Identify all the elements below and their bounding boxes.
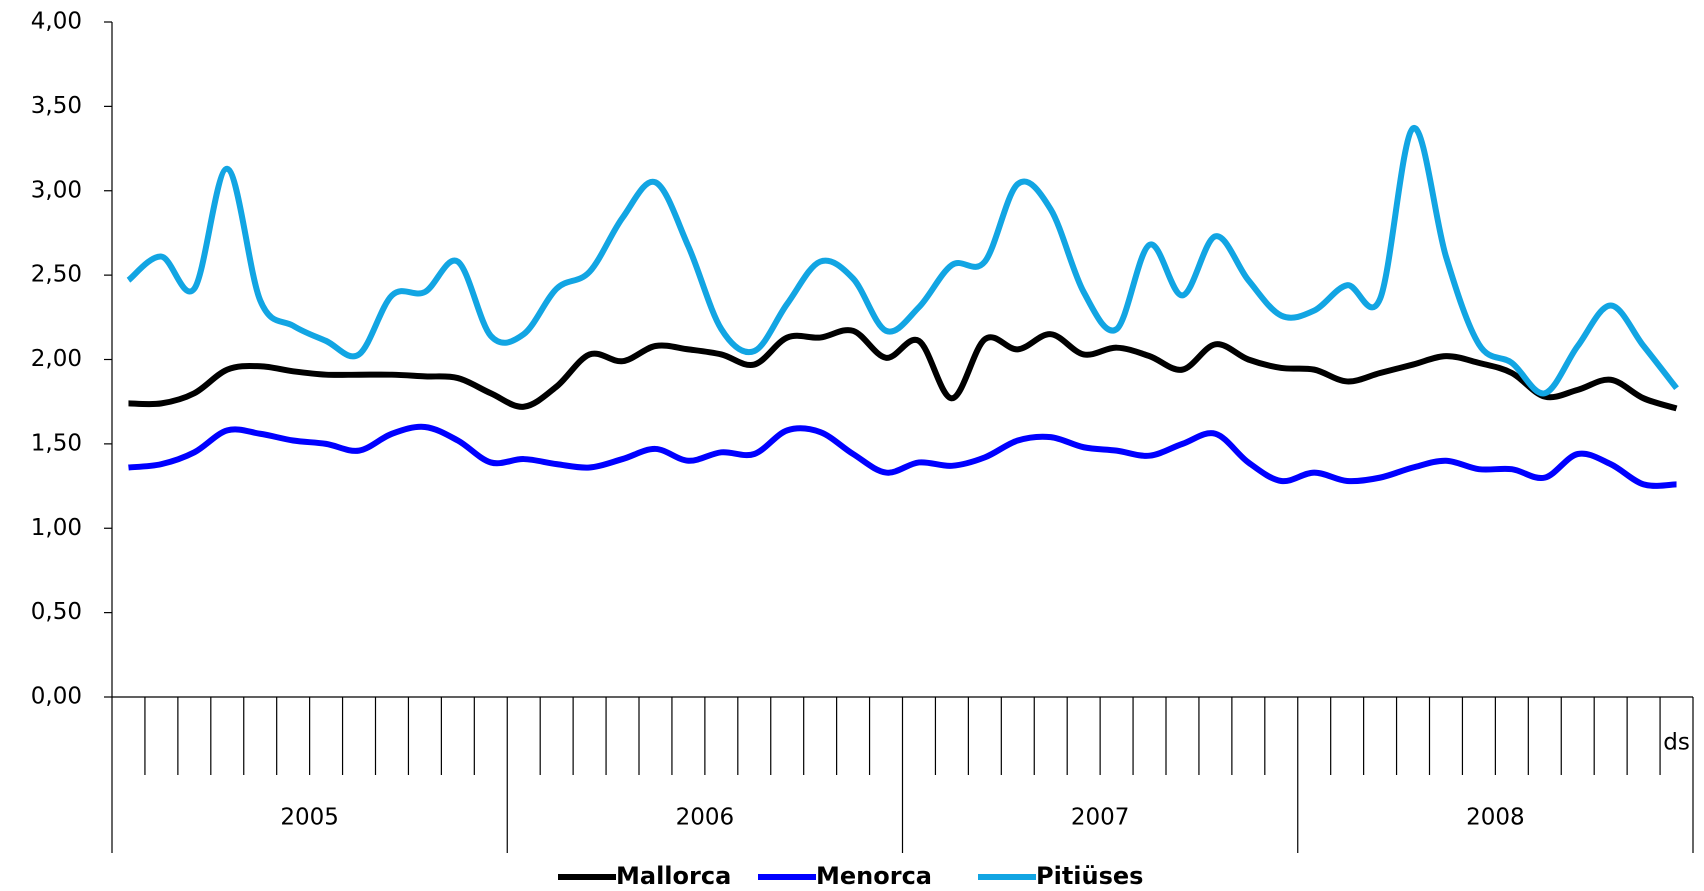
x-group-label: 2007 xyxy=(1071,805,1130,831)
legend-label: Pitiüses xyxy=(1036,862,1143,890)
x-group-label: 2008 xyxy=(1466,805,1525,831)
x-tick-label: ds xyxy=(1663,730,1690,756)
y-tick-label: 0,00 xyxy=(31,684,82,710)
series-line xyxy=(128,327,1678,412)
x-group-label: 2006 xyxy=(676,805,735,831)
y-tick-label: 3,50 xyxy=(31,93,82,119)
y-tick-label: 2,50 xyxy=(31,262,82,288)
series-line xyxy=(128,423,1677,489)
legend-label: Mallorca xyxy=(616,862,731,890)
legend-label: Menorca xyxy=(816,862,932,890)
y-tick-label: 2,00 xyxy=(31,346,82,372)
y-tick-label: 0,50 xyxy=(31,599,82,625)
series-line xyxy=(126,125,1679,397)
y-tick-label: 1,00 xyxy=(31,515,82,541)
y-tick-label: 1,50 xyxy=(31,430,82,456)
y-tick-label: 3,00 xyxy=(31,177,82,203)
x-group-label: 2005 xyxy=(280,805,339,831)
y-tick-label: 4,00 xyxy=(31,9,82,35)
